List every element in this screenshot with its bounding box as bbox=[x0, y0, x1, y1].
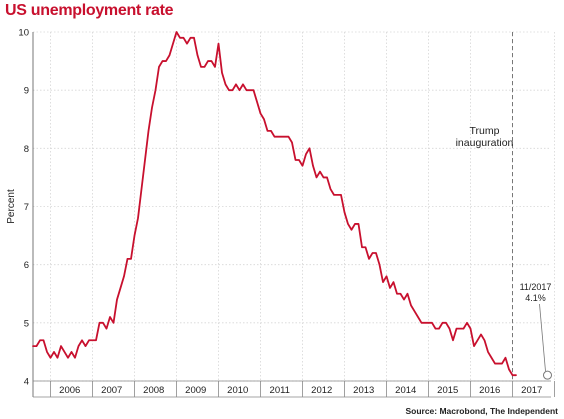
x-tick-label: 2013 bbox=[353, 385, 374, 396]
y-tick-label: 9 bbox=[24, 86, 29, 97]
x-tick-label: 2016 bbox=[479, 385, 500, 396]
x-tick-label: 2009 bbox=[185, 385, 206, 396]
y-tick-label: 6 bbox=[24, 260, 29, 271]
y-tick-label: 4 bbox=[24, 377, 29, 388]
y-axis-title: Percent bbox=[6, 189, 17, 224]
last-value-leader bbox=[539, 303, 546, 372]
x-tick-label: 2017 bbox=[521, 385, 542, 396]
x-tick-label: 2011 bbox=[270, 385, 290, 396]
x-tick-label: 2014 bbox=[395, 385, 416, 396]
last-value-label: 4.1% bbox=[525, 293, 546, 303]
grid-lines bbox=[33, 31, 555, 382]
last-value-marker bbox=[543, 370, 552, 380]
y-tick-label: 10 bbox=[18, 28, 29, 39]
tick-labels: 4 5 6 7 8 9 10 2006 2007 2008 2009 2010 2011 2012 2013… bbox=[6, 28, 542, 397]
x-tick-label: 2008 bbox=[143, 385, 164, 396]
x-tick-label: 2012 bbox=[311, 385, 332, 396]
chart-title: US unemployment rate bbox=[5, 2, 174, 19]
inauguration-label: inauguration bbox=[456, 137, 514, 149]
x-tick-label: 2007 bbox=[101, 385, 122, 396]
inauguration-label: Trump bbox=[470, 125, 500, 137]
y-tick-label: 5 bbox=[24, 318, 29, 329]
last-value-label: 11/2017 bbox=[520, 282, 552, 292]
series-layer bbox=[32, 31, 517, 377]
y-tick-label: 7 bbox=[24, 202, 29, 213]
x-tick-label: 2006 bbox=[59, 385, 80, 396]
x-tick-label: 2015 bbox=[437, 385, 458, 396]
y-tick-label: 8 bbox=[24, 144, 29, 155]
source-note: Source: Macrobond, The Independent bbox=[405, 406, 558, 416]
x-tick-label: 2010 bbox=[227, 385, 248, 396]
series-line bbox=[32, 31, 517, 377]
axes bbox=[32, 32, 555, 398]
